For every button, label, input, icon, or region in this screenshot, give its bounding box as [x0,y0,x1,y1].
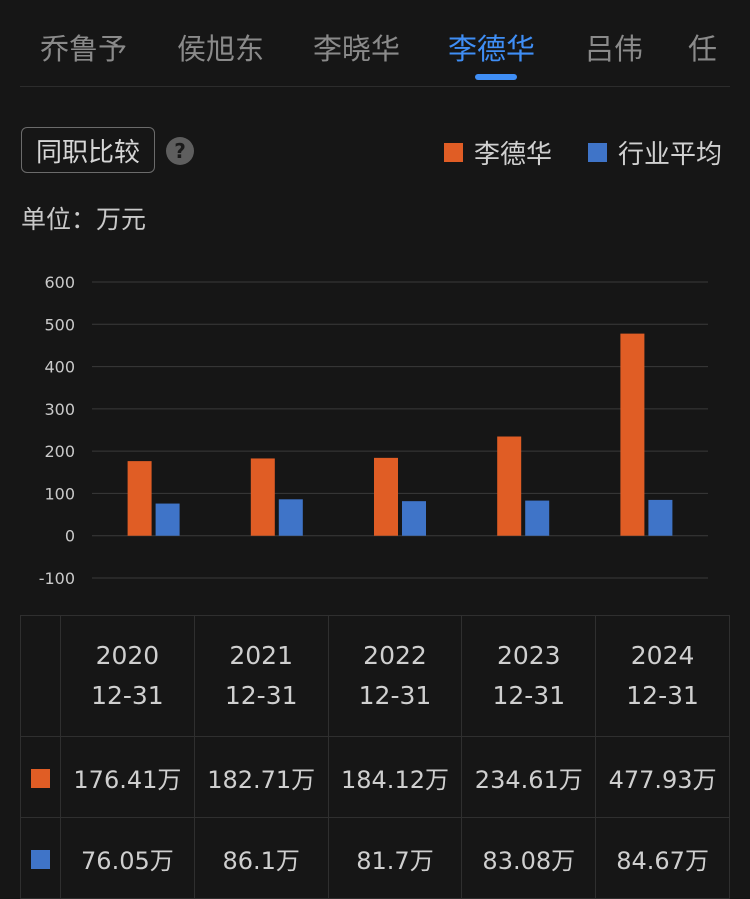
table-row-series-b: 76.05万 86.1万 81.7万 83.08万 84.67万 [20,817,730,899]
bar-series-b [402,501,426,536]
legend-item-series-b: 行业平均 [588,134,722,171]
tab-li-xiaohua[interactable]: 李晓华 [313,32,401,66]
table-cell: 86.1万 [193,817,329,899]
table-cell: 184.12万 [327,736,463,818]
y-tick-label: 400 [44,358,75,377]
row-marker-blue [20,817,61,899]
y-tick-label: 200 [44,442,75,461]
bar-series-a [620,333,645,536]
tab-lv-wei[interactable]: 吕伟 [585,32,644,66]
table-cell: 81.7万 [327,817,463,899]
table-row-series-a: 176.41万 182.71万 184.12万 234.61万 477.93万 [20,736,730,818]
bar-series-b [648,499,673,536]
tab-li-dehua[interactable]: 李德华 [448,32,536,66]
bar-series-b [525,500,550,536]
y-tick-label: 100 [44,484,75,503]
table-cell: 182.71万 [193,736,329,818]
person-tabs: 乔鲁予 侯旭东 李晓华 李德华 吕伟 任 [20,0,730,87]
bar-chart: 600 500 400 300 200 100 0 -100 [39,273,708,588]
legend-item-series-a: 李德华 [444,134,552,171]
bar-series-b [155,503,180,536]
bar-series-b [278,499,303,536]
table-header-row: 2020 12-31 2021 12-31 2022 12-31 2023 12-31 … [20,615,730,737]
table-header-cell: 2024 12-31 [595,615,730,737]
tab-hou-xudong[interactable]: 侯旭东 [177,32,265,66]
table-cell: 83.08万 [461,817,597,899]
table-cell: 234.61万 [461,736,597,818]
y-tick-label: 600 [44,273,75,292]
data-table: 2020 12-31 2021 12-31 2022 12-31 2023 12-31 … [20,615,730,899]
y-tick-label: -100 [39,569,75,588]
table-header-cell: 2021 12-31 [193,615,329,737]
y-tick-label: 500 [44,315,75,334]
legend-label-series-b: 行业平均 [618,140,723,170]
row-marker-orange [20,736,61,818]
legend-swatch-blue [588,143,607,162]
table-cell: 84.67万 [595,817,730,899]
unit-label: 单位：万元 [21,205,147,234]
y-tick-label: 0 [65,527,75,546]
table-header-cell: 2020 12-31 [60,615,195,737]
tab-qiao-luyu[interactable]: 乔鲁予 [40,32,128,66]
table-header-cell: 2023 12-31 [461,615,597,737]
table-cell: 176.41万 [60,736,195,818]
table-cell: 477.93万 [595,736,730,818]
help-icon[interactable]: ? [166,137,194,165]
active-tab-indicator [475,74,517,80]
bar-series-a [250,458,275,536]
table-corner [20,615,61,737]
tab-ren[interactable]: 任 [688,32,718,66]
legend-swatch-orange [444,143,463,162]
bar-series-a [127,461,152,536]
table-cell: 76.05万 [60,817,195,899]
bar-series-a [497,436,522,536]
bar-series-a [374,457,398,536]
y-tick-label: 300 [44,400,75,419]
compare-same-role-button[interactable]: 同职比较 [21,127,155,173]
table-header-cell: 2022 12-31 [327,615,463,737]
legend-label-series-a: 李德华 [474,140,553,170]
